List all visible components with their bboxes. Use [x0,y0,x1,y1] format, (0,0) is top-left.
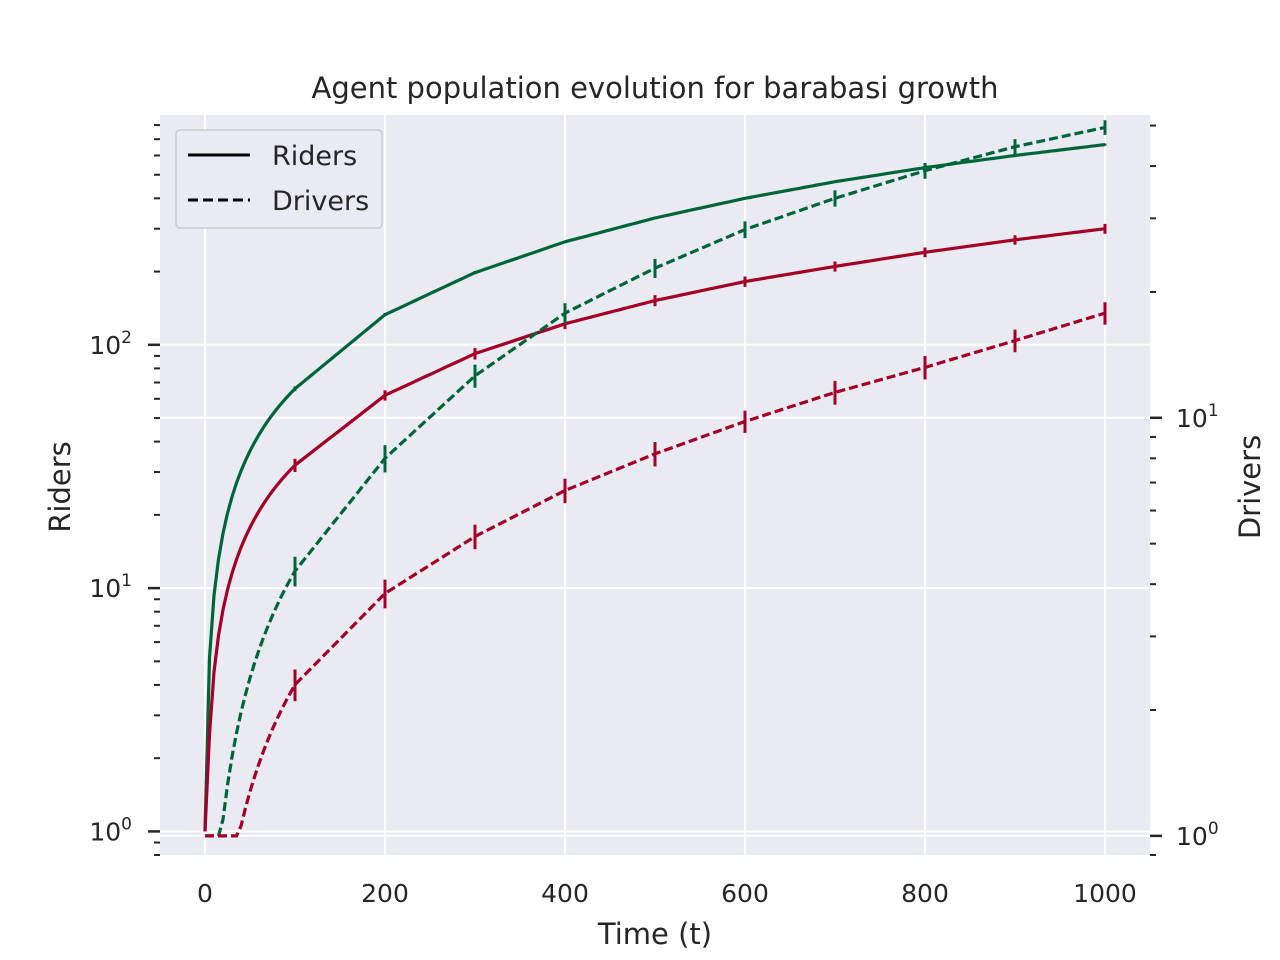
plot-background [160,115,1150,855]
x-tick-label: 800 [901,879,949,908]
x-tick-label: 600 [721,879,769,908]
x-axis-ticks: 0 200 400 600 800 1000 [197,879,1137,908]
left-axis-ticks: 100 101 102 [89,124,160,856]
y-axis-label-left: Riders [43,441,77,533]
y-tick-label-left: 100 [89,814,132,846]
chart-title: Agent population evolution for barabasi … [312,71,999,105]
series-layer [203,120,1107,838]
y-tick-label-left: 102 [89,328,132,360]
y-axis-label-right: Drivers [1233,435,1267,539]
x-tick-label: 200 [361,879,409,908]
right-axis-ticks: 100 101 [1150,124,1219,856]
x-axis-label: Time (t) [597,917,712,951]
y-tick-label-right: 101 [1176,401,1219,433]
x-tick-label: 1000 [1073,879,1137,908]
y-tick-label-left: 101 [89,571,132,603]
legend: Riders Drivers [175,129,383,229]
legend-label-riders: Riders [272,141,357,172]
x-tick-label: 400 [541,879,589,908]
legend-label-drivers: Drivers [272,186,369,217]
y-tick-label-right: 100 [1176,819,1219,851]
x-tick-label: 0 [197,879,213,908]
